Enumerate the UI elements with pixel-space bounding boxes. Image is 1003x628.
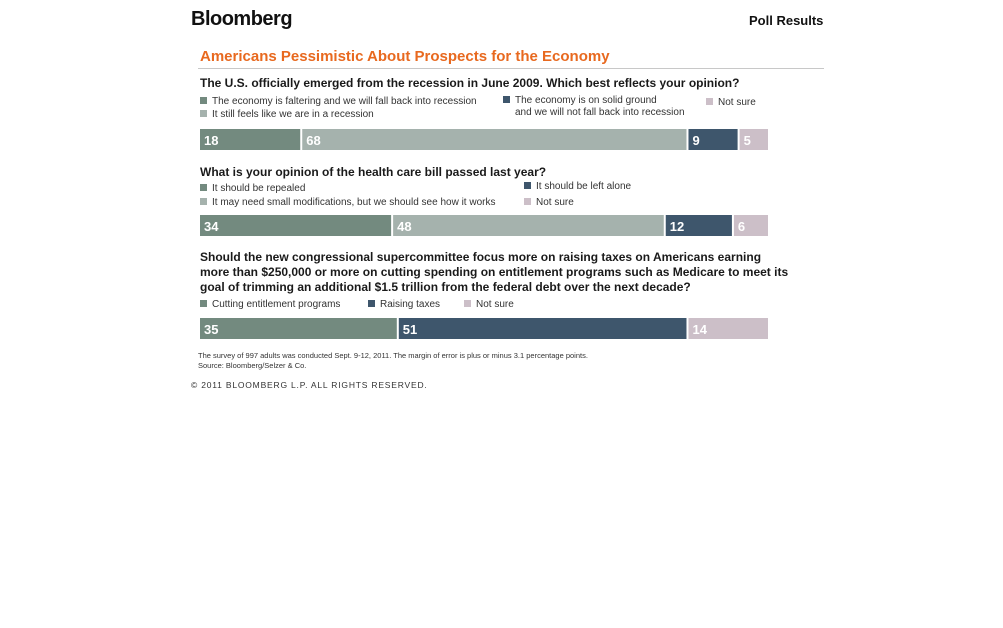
bar-segment-q2-4 (733, 215, 768, 236)
bar-segment-q1-1 (200, 129, 301, 150)
bar-value-label-q2-1: 34 (204, 219, 219, 234)
question-3-line: goal of trimming an additional $1.5 tril… (200, 280, 691, 294)
bar-value-label-q3-3: 14 (692, 322, 707, 337)
stacked-bar-q1: 18 68 9 5 (200, 129, 768, 150)
bar-segment-q2-1 (200, 215, 392, 236)
legend-item-q2-not-sure: Not sure (524, 197, 574, 209)
question-3-line: more than $250,000 or more on cutting sp… (200, 265, 789, 279)
survey-note: The survey of 997 adults was conducted S… (198, 351, 588, 360)
legend-swatch (706, 98, 713, 105)
stacked-bar-q3: 35 51 14 (200, 318, 768, 339)
copyright: © 2011 BLOOMBERG L.P. ALL RIGHTS RESERVE… (191, 380, 428, 390)
bloomberg-logo: Bloomberg (191, 8, 293, 30)
legend-swatch (200, 300, 207, 307)
legend-text-line: The economy is on solid ground (515, 95, 657, 106)
source-note: Source: Bloomberg/Selzer & Co. (198, 361, 307, 370)
bar-value-label-q2-2: 48 (397, 219, 411, 234)
bar-value-label-q1-3: 9 (692, 133, 699, 148)
legend-swatch (524, 198, 531, 205)
legend-swatch (464, 300, 471, 307)
bar-value-label-q2-4: 6 (738, 219, 745, 234)
question-3: Should the new congressional supercommit… (200, 250, 788, 295)
chart-title: Americans Pessimistic About Prospects fo… (200, 48, 610, 65)
legend-swatch (200, 184, 207, 191)
bar-segment-q2-2 (393, 215, 664, 236)
bar-value-label-q1-4: 5 (744, 133, 751, 148)
title-divider (198, 68, 824, 69)
legend-swatch (200, 198, 207, 205)
legend-item-q2-left-alone: It should be left alone (524, 181, 631, 193)
legend-swatch (368, 300, 375, 307)
question-3-line: Should the new congressional supercommit… (200, 250, 762, 264)
bar-value-label-q2-3: 12 (670, 219, 684, 234)
legend-swatch (503, 96, 510, 103)
stacked-bar-q2: 34 48 12 6 (200, 215, 768, 236)
bar-segment-q1-3 (688, 129, 738, 150)
legend-item-q1-still-feels: It still feels like we are in a recessio… (200, 109, 374, 121)
legend-item-q3-not-sure: Not sure (464, 299, 514, 311)
legend-item-q1-faltering: The economy is faltering and we will fal… (200, 96, 477, 108)
bar-segment-q3-1 (200, 318, 397, 339)
legend-item-q2-modifications: It may need small modifications, but we … (200, 197, 495, 209)
bar-value-label-q3-1: 35 (204, 322, 218, 337)
legend-text-line: and we will not fall back into recession (515, 107, 685, 118)
bar-segment-q3-3 (688, 318, 768, 339)
bar-segment-q1-2 (302, 129, 687, 150)
legend-item-q2-repealed: It should be repealed (200, 183, 305, 195)
legend-swatch (524, 182, 531, 189)
bar-value-label-q3-2: 51 (403, 322, 417, 337)
bar-segment-q3-2 (398, 318, 687, 339)
legend-item-q3-cutting: Cutting entitlement programs (200, 299, 340, 311)
bar-value-label-q1-1: 18 (204, 133, 218, 148)
bar-segment-q1-4 (739, 129, 768, 150)
legend-swatch (200, 97, 207, 104)
question-1: The U.S. officially emerged from the rec… (200, 76, 740, 90)
legend-item-q1-solid: The economy is on solid ground and we wil… (503, 95, 685, 119)
bar-segment-q2-3 (665, 215, 732, 236)
question-2: What is your opinion of the health care … (200, 165, 547, 179)
legend-item-q3-raising: Raising taxes (368, 299, 440, 311)
legend-swatch (200, 110, 207, 117)
bar-value-label-q1-2: 68 (306, 133, 320, 148)
legend-item-q1-not-sure: Not sure (706, 97, 756, 109)
section-label: Poll Results (749, 13, 824, 28)
